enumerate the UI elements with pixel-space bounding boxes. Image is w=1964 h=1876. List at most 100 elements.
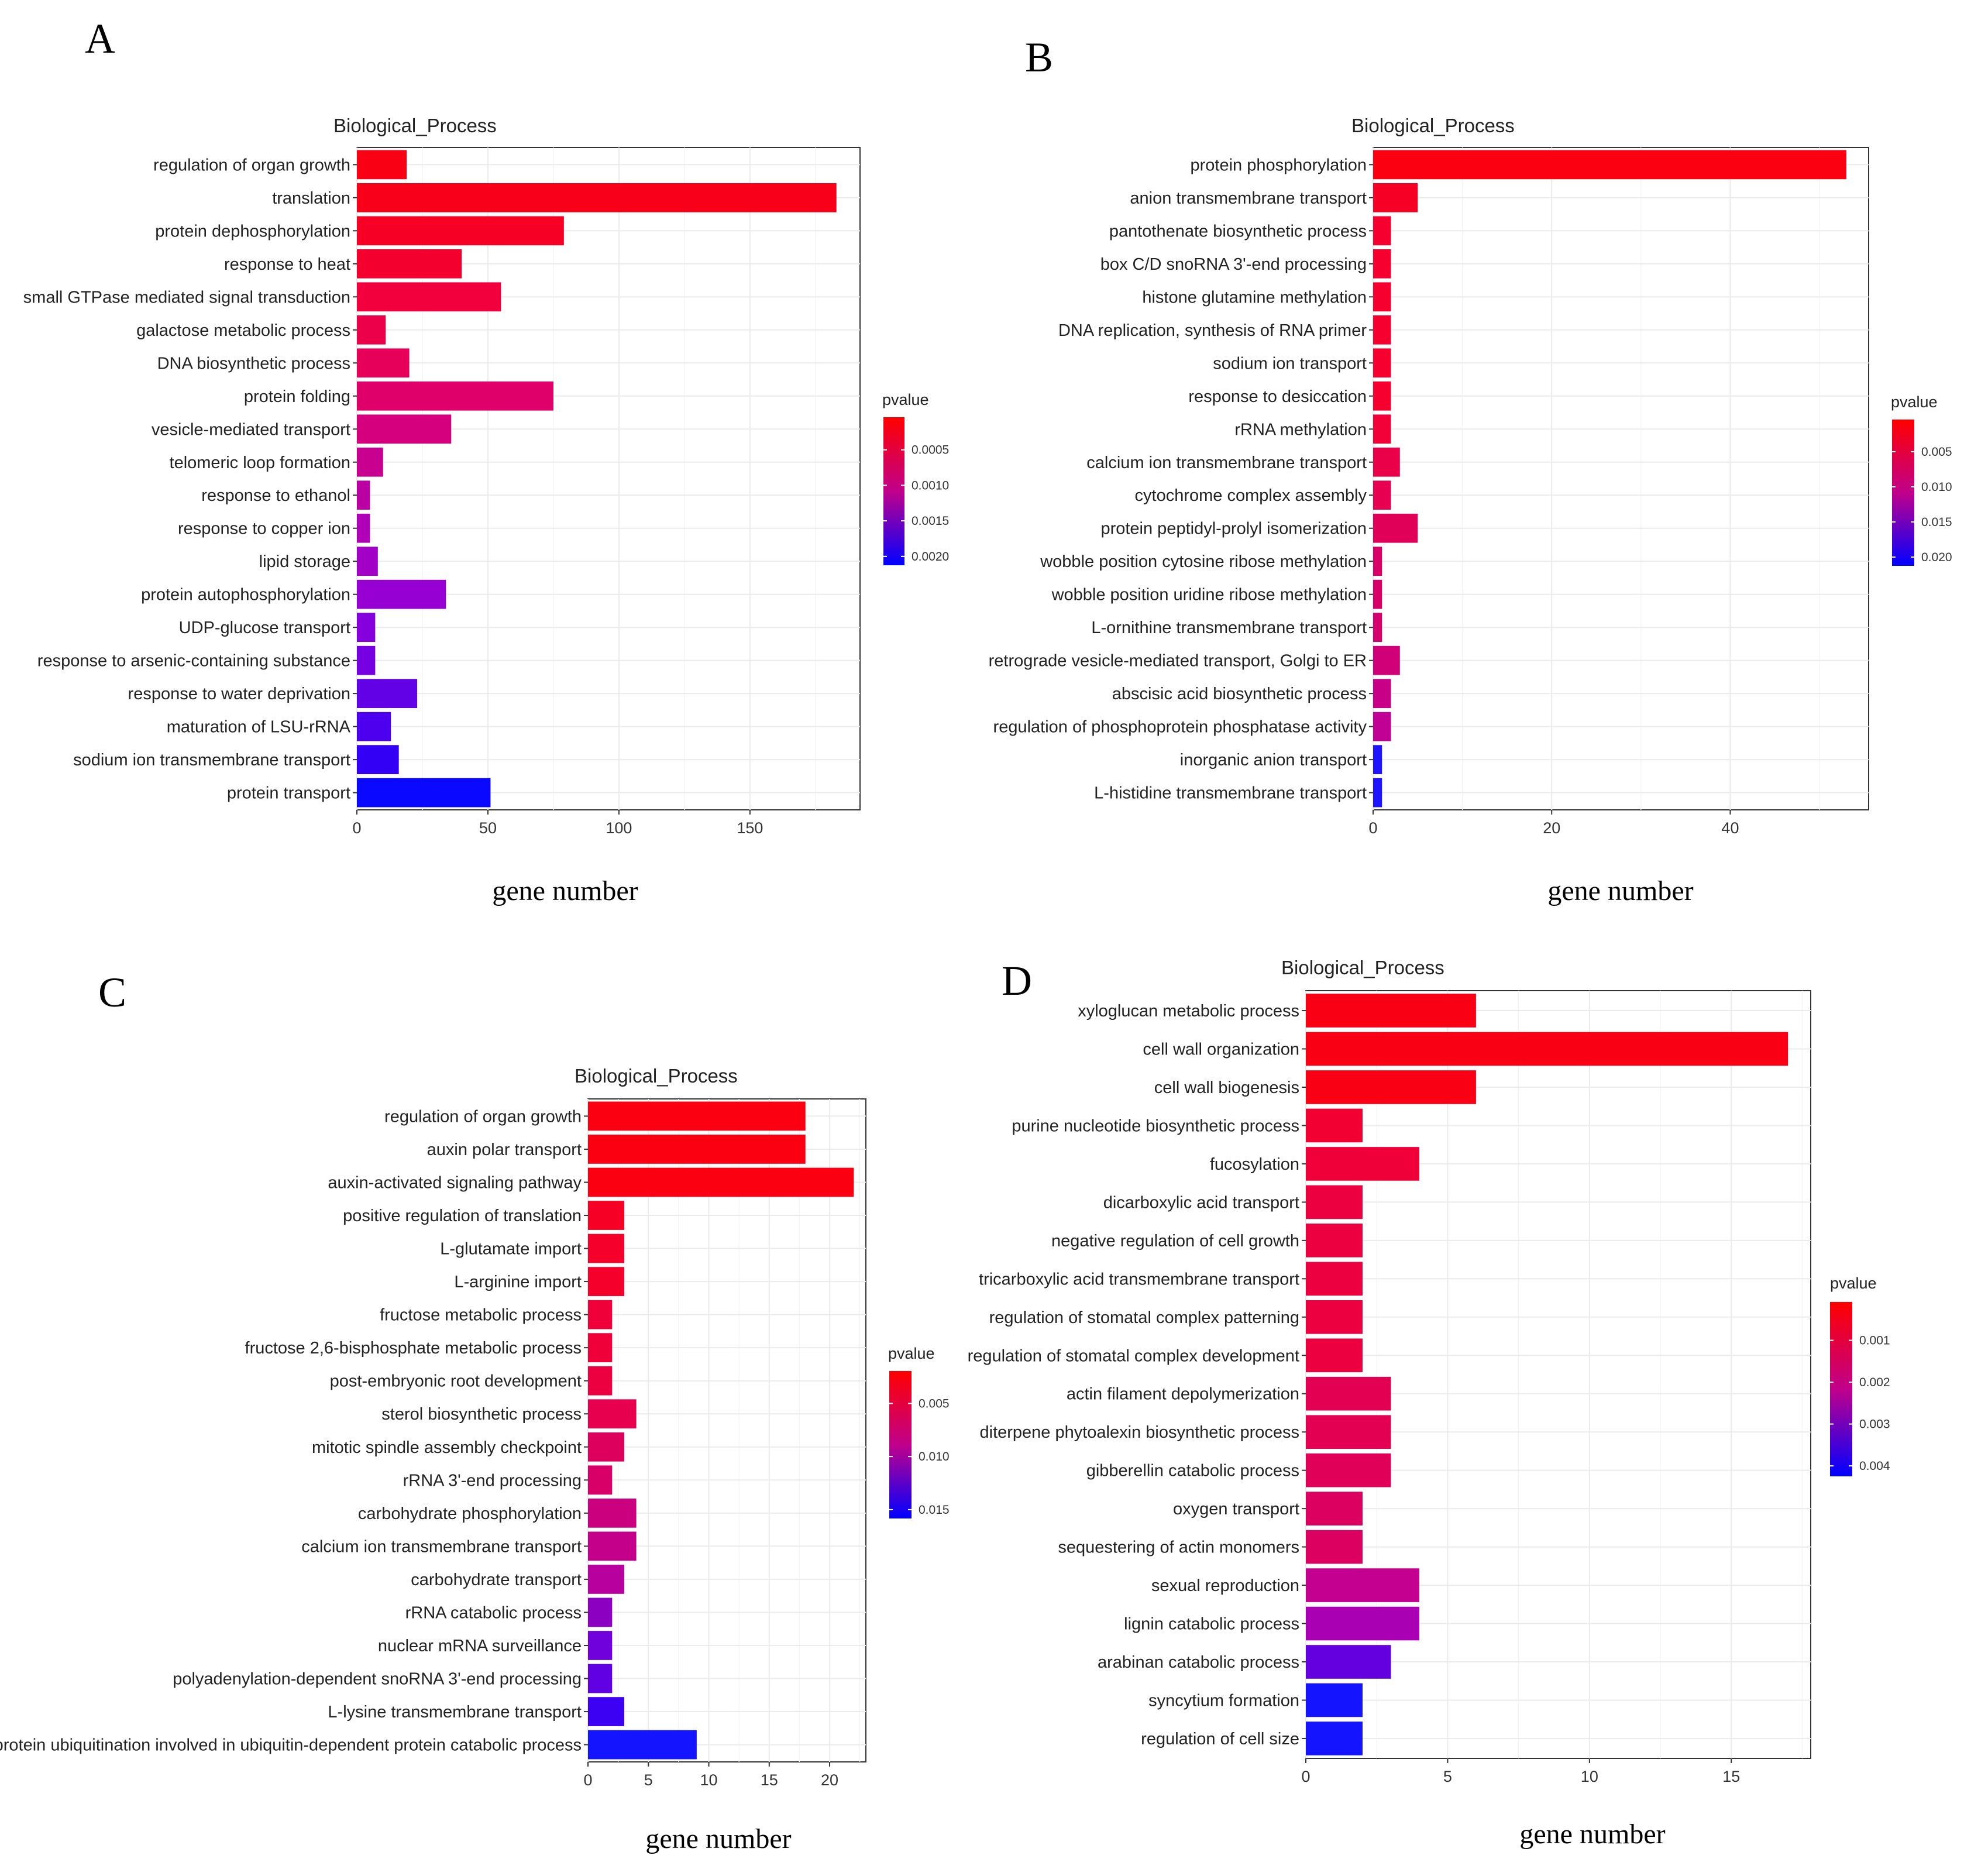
bar-c: [588, 1730, 697, 1760]
category-label-b: abscisic acid biosynthetic process: [1112, 685, 1367, 703]
category-label-b: DNA replication, synthesis of RNA primer: [1058, 321, 1367, 340]
category-label-d: gibberellin catabolic process: [1086, 1462, 1299, 1480]
bar-c: [588, 1399, 637, 1429]
legend-tick-label-b: 0.010: [1921, 480, 1952, 494]
bar-a: [357, 513, 370, 543]
category-label-d: purine nucleotide biosynthetic process: [1012, 1116, 1299, 1135]
category-label-b: wobble position uridine ribose methylati…: [1051, 586, 1367, 604]
category-label-d: syncytium formation: [1148, 1691, 1299, 1710]
legend-tick-label-d: 0.001: [1859, 1334, 1890, 1348]
category-label-d: sexual reproduction: [1151, 1576, 1299, 1595]
category-label-a: response to heat: [224, 255, 350, 274]
legend-tick-label-d: 0.002: [1859, 1376, 1890, 1389]
bar-c: [588, 1300, 613, 1329]
legend-tick-label-b: 0.005: [1921, 445, 1952, 459]
category-label-d: fucosylation: [1210, 1155, 1299, 1174]
x-tick-label-b: 40: [1721, 819, 1739, 837]
legend-colorbar-d: [1830, 1302, 1852, 1476]
category-label-b: protein phosphorylation: [1191, 156, 1367, 174]
bar-d: [1306, 1300, 1363, 1334]
category-label-b: histone glutamine methylation: [1142, 288, 1367, 307]
legend-title-b: pvalue: [1891, 393, 1938, 411]
category-label-d: cell wall organization: [1143, 1040, 1299, 1059]
panel-d: D Biological_Process xyloglucan metaboli…: [968, 957, 1890, 1850]
panel-letter-b: B: [1025, 34, 1053, 81]
category-label-c: auxin-activated signaling pathway: [328, 1173, 582, 1192]
bar-b: [1373, 513, 1418, 543]
category-label-d: tricarboxylic acid transmembrane transpo…: [979, 1270, 1299, 1289]
bar-b: [1373, 348, 1391, 378]
bar-a: [357, 216, 564, 246]
bar-c: [588, 1697, 624, 1726]
bar-c: [588, 1498, 637, 1528]
category-label-b: inorganic anion transport: [1180, 751, 1367, 769]
x-axis-title-b: gene number: [1547, 875, 1693, 906]
bar-d: [1306, 1224, 1363, 1257]
bar-a: [357, 348, 410, 378]
bar-d: [1306, 1645, 1391, 1679]
category-label-b: box C/D snoRNA 3'-end processing: [1100, 255, 1367, 274]
bar-d: [1306, 1032, 1788, 1066]
panel-letter-a: A: [85, 15, 115, 62]
category-label-c: carbohydrate phosphorylation: [358, 1504, 582, 1523]
category-label-b: sodium ion transport: [1213, 354, 1367, 373]
bar-c: [588, 1631, 613, 1660]
x-axis-title-a: gene number: [492, 875, 638, 906]
category-label-a: maturation of LSU-rRNA: [167, 718, 351, 737]
bar-a: [357, 579, 446, 609]
bar-a: [357, 447, 383, 477]
bar-b: [1373, 249, 1391, 279]
bar-c: [588, 1101, 806, 1131]
plot-title-b: Biological_Process: [1351, 115, 1515, 136]
x-tick-label-d: 15: [1722, 1768, 1740, 1785]
bar-c: [588, 1333, 613, 1363]
category-label-b: retrograde vesicle-mediated transport, G…: [989, 652, 1367, 671]
legend-tick-label-a: 0.0020: [912, 550, 949, 564]
bar-d: [1306, 1376, 1391, 1411]
legend-tick-label-b: 0.015: [1921, 516, 1952, 529]
plot-area-c: [587, 1098, 866, 1762]
category-label-b: L-histidine transmembrane transport: [1094, 784, 1367, 803]
category-label-d: regulation of stomatal complex developme…: [968, 1346, 1299, 1365]
x-tick-label-c: 10: [700, 1771, 717, 1789]
bar-a: [357, 414, 452, 444]
panel-c: C Biological_Process regulation of organ…: [0, 969, 950, 1854]
bar-d: [1306, 1568, 1419, 1602]
x-tick-label-d: 5: [1443, 1768, 1452, 1785]
bar-c: [588, 1597, 613, 1627]
bar-c: [588, 1664, 613, 1693]
category-label-b: cytochrome complex assembly: [1135, 486, 1367, 505]
bar-d: [1306, 1722, 1363, 1755]
x-tick-label-d: 0: [1301, 1768, 1310, 1785]
legend-tick-label-d: 0.004: [1859, 1459, 1890, 1473]
category-label-d: arabinan catabolic process: [1098, 1653, 1299, 1672]
category-label-d: cell wall biogenesis: [1154, 1078, 1299, 1097]
category-label-d: lignin catabolic process: [1124, 1615, 1299, 1634]
panel-letter-d: D: [1002, 957, 1032, 1004]
category-label-c: L-lysine transmembrane transport: [328, 1703, 582, 1722]
category-label-a: lipid storage: [259, 552, 350, 571]
category-label-c: protein ubiquitination involved in ubiqu…: [0, 1736, 582, 1755]
x-tick-label-a: 50: [479, 819, 497, 837]
bar-a: [357, 183, 837, 212]
bar-d: [1306, 1606, 1419, 1641]
category-label-c: nuclear mRNA surveillance: [378, 1637, 582, 1655]
category-label-a: response to arsenic-containing substance: [37, 652, 350, 671]
x-tick-label-a: 100: [606, 819, 632, 837]
bar-a: [357, 381, 553, 411]
legend-tick-label-a: 0.0015: [912, 514, 949, 528]
bar-c: [588, 1565, 624, 1594]
bar-a: [357, 679, 418, 709]
legend-a: pvalue 0.0005 0.0010 0.0015 0.0020: [882, 391, 949, 565]
bar-d: [1306, 1415, 1391, 1449]
category-label-c: fructose metabolic process: [380, 1306, 582, 1325]
category-label-c: regulation of organ growth: [384, 1107, 582, 1126]
panel-a: A Biological_Process regulation of organ…: [23, 15, 950, 906]
bar-c: [588, 1531, 637, 1561]
bar-b: [1373, 282, 1391, 312]
category-label-d: actin filament depolymerization: [1067, 1385, 1299, 1404]
legend-b: pvalue 0.005 0.010 0.015 0.020: [1891, 393, 1952, 566]
legend-title-c: pvalue: [888, 1345, 935, 1362]
bar-b: [1373, 645, 1400, 675]
category-label-b: L-ornithine transmembrane transport: [1091, 619, 1367, 637]
